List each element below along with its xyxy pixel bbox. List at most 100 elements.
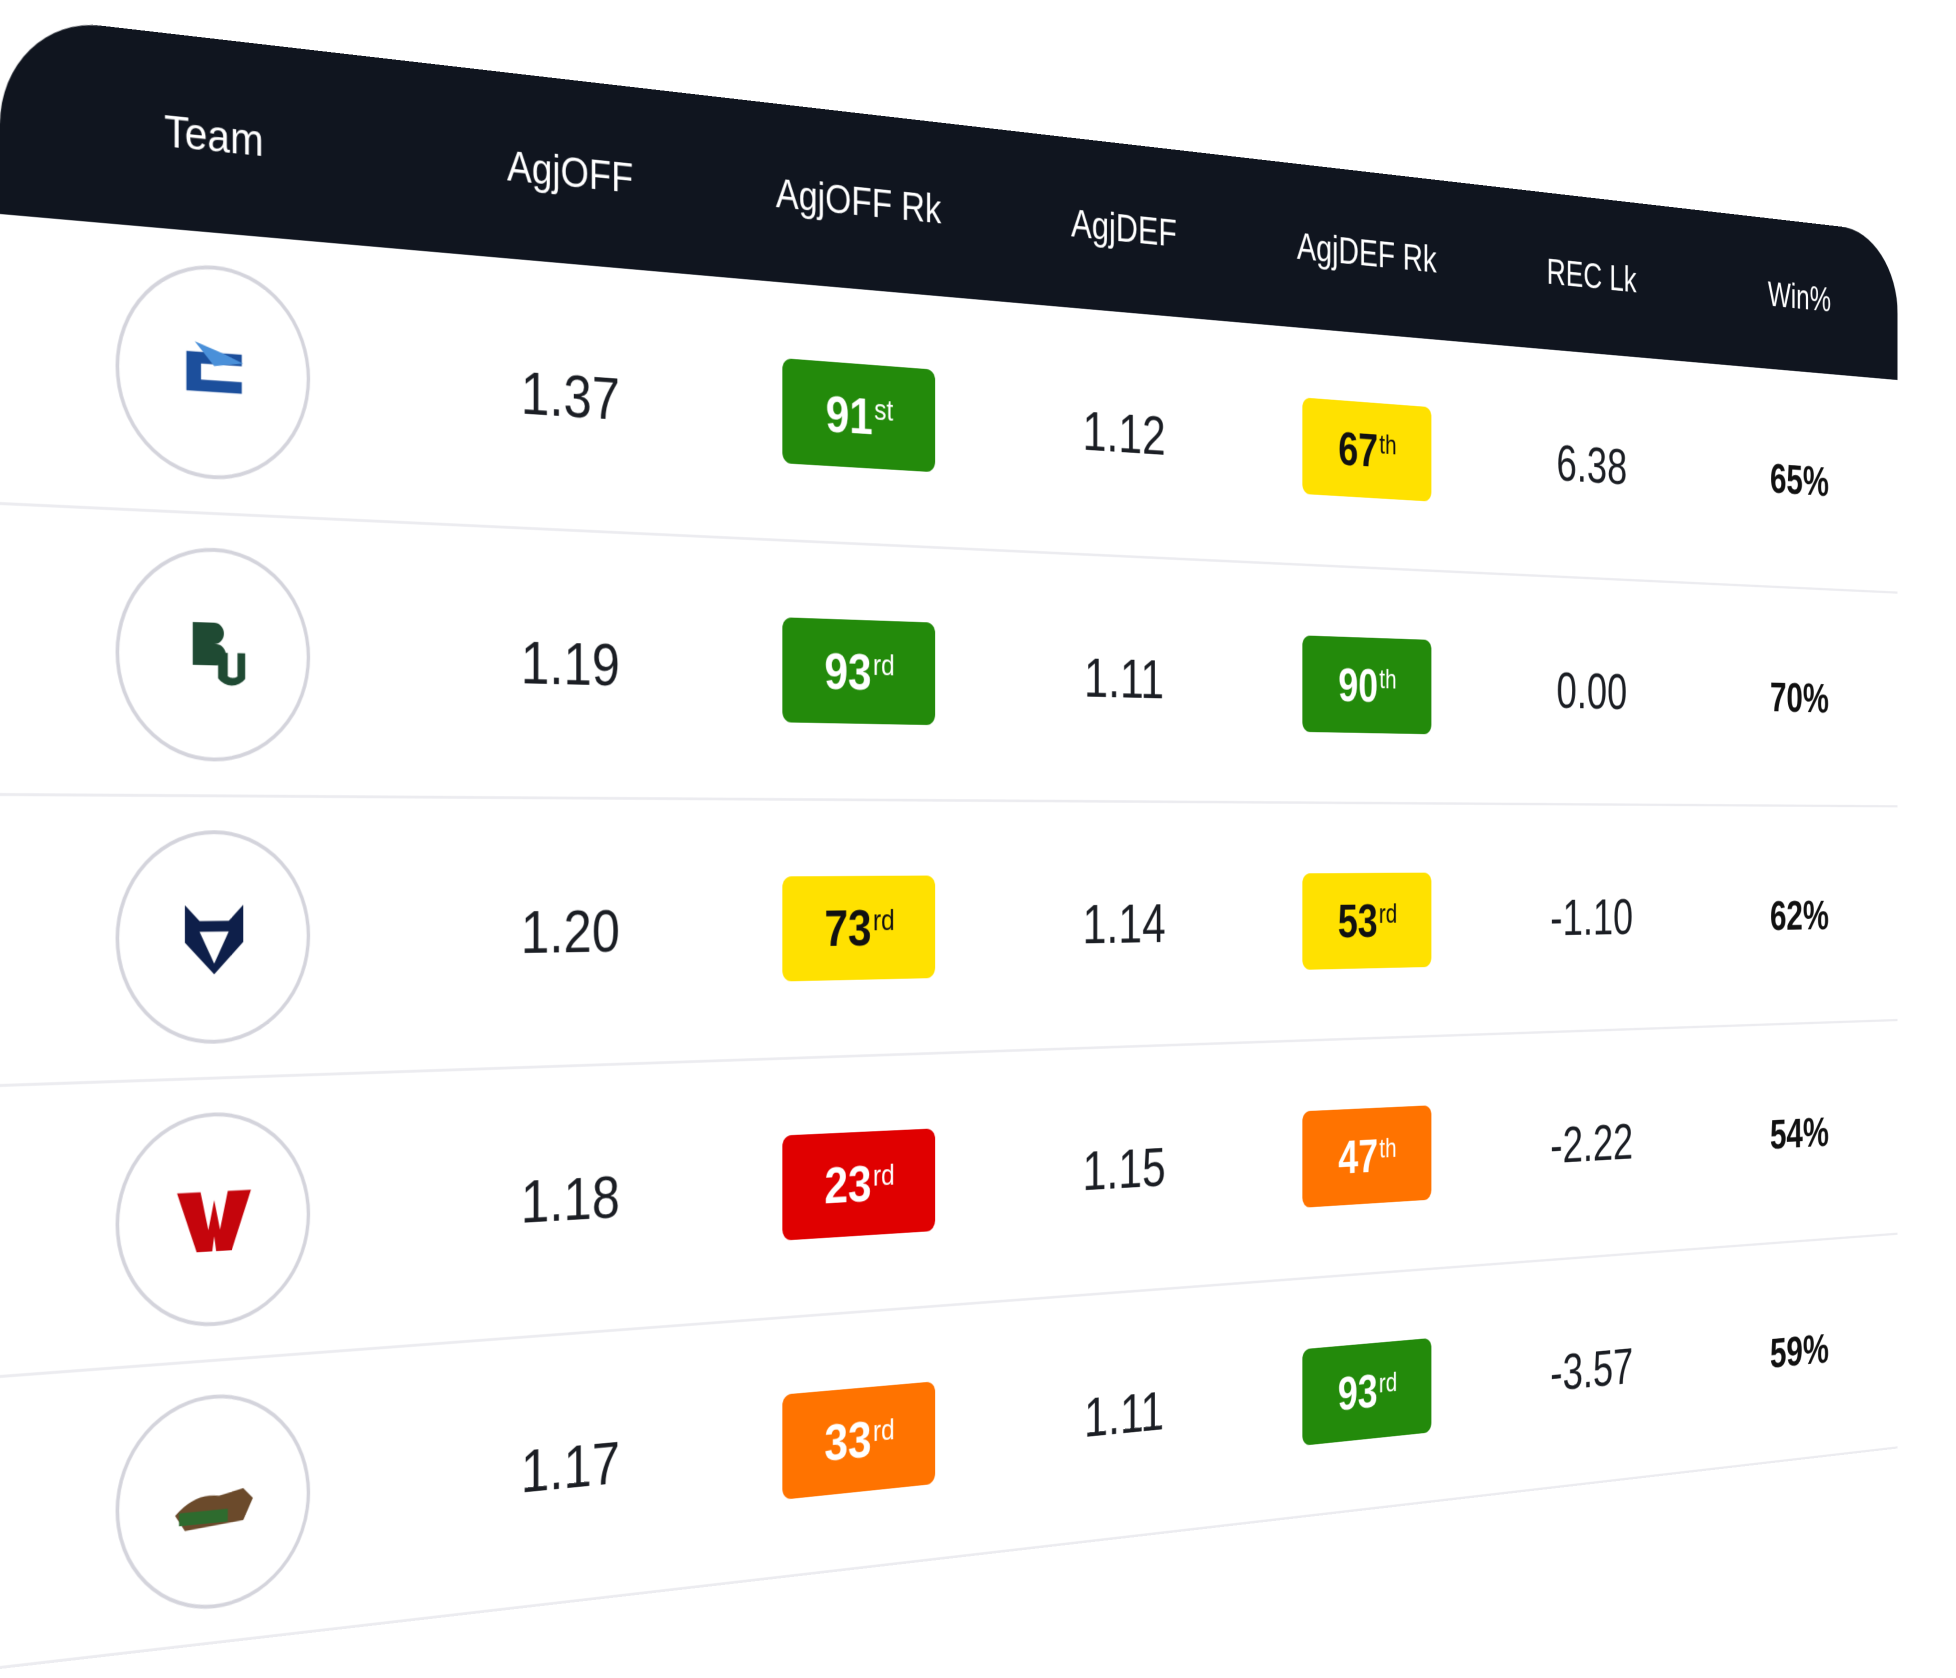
rank-number: 47 — [1338, 1129, 1379, 1184]
cell: 1.20 — [416, 897, 718, 969]
header-cell: AgjOFF — [416, 131, 718, 211]
cell: 6.38 — [1482, 428, 1698, 500]
header-cell: Team — [0, 87, 416, 182]
adj-def: 1.11 — [1084, 1380, 1165, 1449]
cell: 59% — [1698, 1317, 1898, 1385]
team-logo — [115, 1387, 311, 1620]
team-logo — [115, 1108, 311, 1333]
rank-suffix: st — [874, 392, 894, 428]
header-label: AgjOFF Rk — [775, 169, 942, 233]
rec-lk: -1.10 — [1550, 889, 1634, 947]
rank-suffix: rd — [872, 903, 895, 937]
cell: 1.19 — [416, 625, 718, 701]
rank-suffix: th — [1379, 428, 1397, 461]
header-cell: AgjOFF Rk — [718, 163, 994, 239]
cell: -2.22 — [1482, 1110, 1698, 1179]
rank-number: 33 — [824, 1410, 872, 1472]
logo-icon — [165, 341, 262, 428]
adj-def: 1.12 — [1082, 400, 1166, 467]
header-cell: AgjDEF Rk — [1248, 218, 1482, 285]
rank-suffix: rd — [1378, 898, 1398, 929]
adj-def: 1.11 — [1084, 647, 1165, 711]
rank-number: 93 — [1337, 1364, 1378, 1421]
cell: 1.17 — [416, 1420, 718, 1517]
team-cell — [0, 539, 416, 764]
cell: 62% — [1698, 889, 1898, 940]
rank-number: 53 — [1337, 894, 1378, 948]
logo-icon — [184, 904, 244, 975]
rank-suffix: rd — [872, 1157, 895, 1193]
adj-def: 1.14 — [1082, 893, 1166, 956]
win-pct: 65% — [1769, 453, 1829, 505]
cell: 0.00 — [1482, 659, 1698, 722]
rank-number: 93 — [824, 642, 872, 701]
rank-suffix: rd — [872, 1412, 895, 1448]
win-pct: 62% — [1769, 890, 1829, 939]
cell: -1.10 — [1482, 888, 1698, 949]
rank-number: 90 — [1338, 658, 1379, 712]
win-pct: 54% — [1769, 1107, 1829, 1158]
adj-off: 1.20 — [520, 898, 620, 967]
win-pct: 59% — [1769, 1323, 1829, 1377]
header-label: REC Lk — [1546, 250, 1637, 301]
cell: 54% — [1698, 1103, 1898, 1163]
rec-lk: 0.00 — [1556, 662, 1628, 721]
cell: -3.57 — [1482, 1331, 1698, 1409]
header-cell: Win% — [1698, 266, 1898, 327]
header-label: Team — [164, 105, 264, 166]
rec-lk: -2.22 — [1550, 1113, 1634, 1175]
rank-number: 73 — [824, 899, 872, 958]
rec-lk: 6.38 — [1556, 434, 1628, 496]
header-cell: REC Lk — [1482, 243, 1698, 307]
adj-def: 1.15 — [1082, 1136, 1166, 1203]
adj-off: 1.17 — [520, 1429, 620, 1506]
logo-icon — [192, 622, 246, 686]
cell: 1.12 — [995, 393, 1249, 472]
stats-table: Team AgjOFF AgjOFF Rk AgjDEF AgjDEF Rk REC Lk… — [0, 14, 1898, 1669]
header-label: Win% — [1767, 273, 1831, 320]
win-pct: 70% — [1769, 672, 1829, 722]
cell: 1.37 — [416, 351, 718, 439]
team-cell — [0, 248, 416, 490]
team-cell — [0, 1105, 416, 1341]
header-label: AgjDEF — [1071, 200, 1177, 256]
rank-number: 91 — [825, 384, 873, 446]
rank-suffix: rd — [872, 648, 895, 682]
header-label: AgjOFF — [507, 141, 634, 202]
rank-suffix: rd — [1378, 1366, 1398, 1399]
rec-lk: -3.57 — [1550, 1338, 1634, 1402]
logo-icon — [177, 1189, 251, 1254]
team-cell — [0, 830, 416, 1050]
cell: 1.11 — [995, 644, 1249, 713]
logo-icon — [175, 1487, 253, 1533]
team-logo — [115, 830, 311, 1047]
cell: 1.11 — [995, 1372, 1249, 1459]
cell: 70% — [1698, 669, 1898, 723]
header-cell: AgjDEF — [995, 192, 1249, 263]
header-label: AgjDEF Rk — [1296, 224, 1437, 281]
adj-off: 1.18 — [520, 1164, 620, 1236]
adj-off: 1.37 — [520, 359, 620, 433]
